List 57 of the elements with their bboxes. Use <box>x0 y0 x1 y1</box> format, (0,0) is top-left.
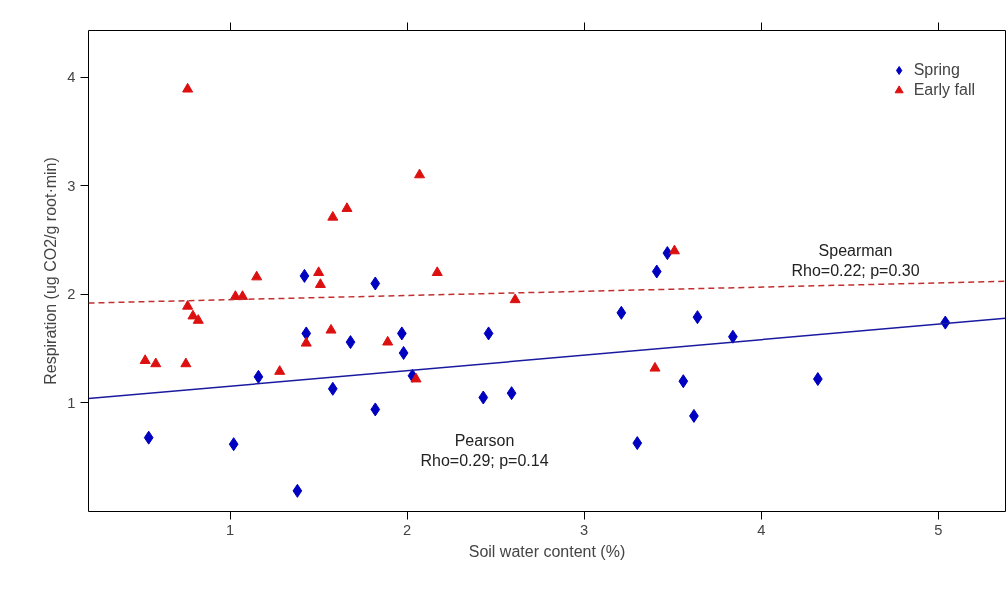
x-tick-label: 5 <box>934 521 943 538</box>
point <box>345 335 356 350</box>
point <box>678 374 689 389</box>
point <box>370 402 381 417</box>
y-tick-label: 1 <box>67 394 76 411</box>
point <box>410 372 422 383</box>
point <box>341 202 353 212</box>
point <box>313 266 325 277</box>
point <box>274 365 286 375</box>
point <box>483 326 494 341</box>
point <box>251 270 263 281</box>
point <box>150 357 162 368</box>
point <box>327 381 338 396</box>
point <box>431 266 443 277</box>
point <box>325 323 337 334</box>
point <box>300 336 312 347</box>
x-axis-title: Soil water content (%) <box>468 542 626 560</box>
point <box>182 300 194 310</box>
point <box>692 310 703 325</box>
point <box>182 82 194 93</box>
x-tick-label: 2 <box>403 521 412 538</box>
point <box>662 246 673 261</box>
point <box>478 390 489 405</box>
point <box>370 276 381 291</box>
point <box>327 210 339 221</box>
x-tick-label: 1 <box>226 521 235 538</box>
point <box>649 361 661 372</box>
point <box>668 244 680 255</box>
point <box>228 437 239 452</box>
point <box>139 354 151 364</box>
annotation: Spearman Rho=0.22; p=0.30 <box>791 241 920 280</box>
point <box>143 430 154 445</box>
point <box>414 168 426 179</box>
y-tick-label: 2 <box>67 286 76 303</box>
point <box>253 369 264 384</box>
point <box>237 290 249 300</box>
x-tick-label: 4 <box>757 521 766 538</box>
y-tick-label: 4 <box>67 69 76 86</box>
point <box>506 386 517 401</box>
point <box>616 305 627 320</box>
point <box>632 436 643 451</box>
y-axis-title: Respiration (ug CO2/g root·min) <box>42 157 60 385</box>
point <box>651 264 662 279</box>
point <box>398 345 409 360</box>
y-tick-label: 3 <box>67 177 76 194</box>
point <box>314 278 326 288</box>
point <box>299 268 310 283</box>
point <box>301 326 312 341</box>
legend-label: Spring <box>913 61 960 79</box>
point <box>292 483 303 498</box>
x-tick-label: 3 <box>580 521 589 538</box>
point <box>509 293 521 304</box>
point <box>382 335 394 346</box>
legend-label: Early fall <box>913 81 975 99</box>
point <box>192 314 204 324</box>
point <box>180 357 192 368</box>
annotation: Pearson Rho=0.29; p=0.14 <box>420 431 549 470</box>
